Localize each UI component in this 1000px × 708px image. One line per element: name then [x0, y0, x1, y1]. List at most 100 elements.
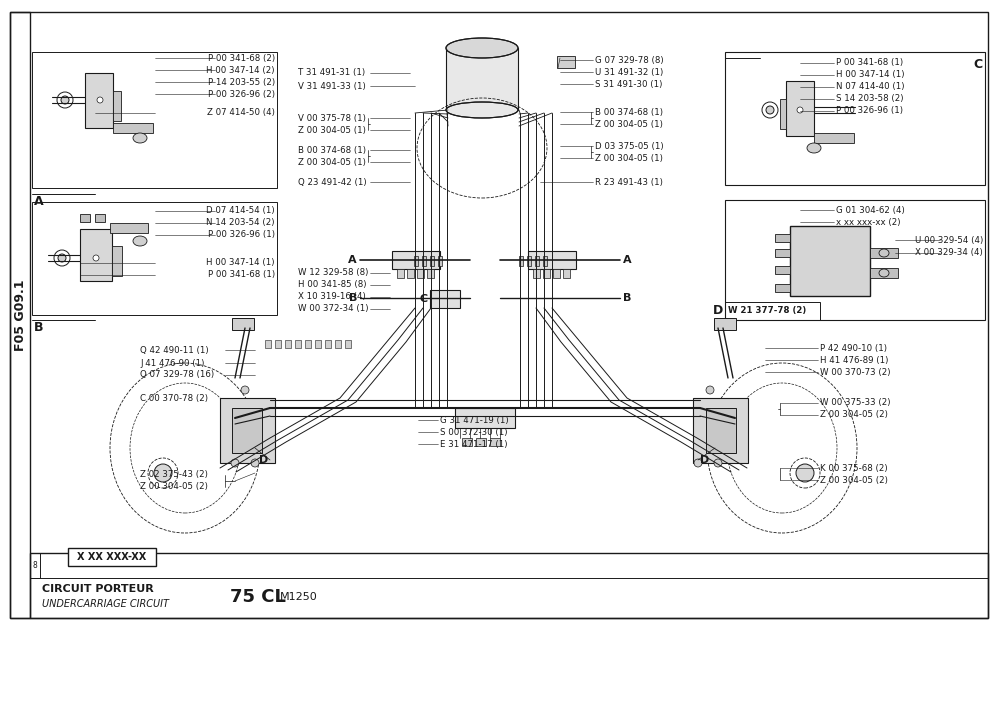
Text: D 07 414-54 (1): D 07 414-54 (1) — [206, 207, 275, 215]
Bar — [275, 340, 281, 348]
Text: W 21 377-78 (2): W 21 377-78 (2) — [728, 307, 806, 316]
Ellipse shape — [790, 458, 820, 488]
Text: C 00 370-78 (2): C 00 370-78 (2) — [140, 394, 208, 403]
Text: X XX XXX-XX: X XX XXX-XX — [77, 552, 147, 562]
Text: Z 00 304-05 (1): Z 00 304-05 (1) — [298, 157, 366, 166]
Bar — [305, 340, 311, 348]
Bar — [725, 200, 985, 320]
Text: W 00 372-34 (1): W 00 372-34 (1) — [298, 304, 368, 314]
Ellipse shape — [706, 386, 714, 394]
Bar — [870, 248, 898, 258]
Text: B 00 374-68 (1): B 00 374-68 (1) — [595, 108, 663, 117]
Ellipse shape — [61, 96, 69, 104]
Ellipse shape — [707, 363, 857, 533]
Text: G 07 329-78 (8): G 07 329-78 (8) — [595, 55, 664, 64]
Bar — [232, 408, 262, 453]
Text: Z 00 304-05 (2): Z 00 304-05 (2) — [140, 482, 208, 491]
Text: Z 00 304-05 (1): Z 00 304-05 (1) — [595, 154, 663, 163]
Bar — [430, 256, 434, 266]
Text: E 31 471-17 (1): E 31 471-17 (1) — [440, 440, 508, 448]
Text: N 14 203-54 (2): N 14 203-54 (2) — [207, 219, 275, 227]
Text: B: B — [349, 293, 357, 303]
Bar — [814, 133, 854, 143]
Ellipse shape — [714, 459, 722, 467]
Text: P 00 341-68 (1): P 00 341-68 (1) — [836, 59, 903, 67]
Bar — [430, 290, 460, 308]
Ellipse shape — [231, 459, 239, 467]
Text: H 00 347-14 (2): H 00 347-14 (2) — [207, 66, 275, 74]
Text: G 01 304-62 (4): G 01 304-62 (4) — [836, 205, 905, 215]
Bar — [533, 269, 540, 278]
Text: G 31 471-19 (1): G 31 471-19 (1) — [440, 416, 509, 425]
Text: U 31 491-32 (1): U 31 491-32 (1) — [595, 67, 663, 76]
Bar — [476, 438, 486, 446]
Text: Q 42 490-11 (1): Q 42 490-11 (1) — [140, 346, 209, 355]
Bar — [543, 269, 550, 278]
Ellipse shape — [727, 383, 837, 513]
Bar — [775, 234, 790, 242]
Text: D: D — [700, 455, 709, 465]
Text: X 00 329-34 (4): X 00 329-34 (4) — [915, 249, 983, 258]
Text: U 00 329-54 (4): U 00 329-54 (4) — [915, 236, 983, 244]
Text: T 31 491-31 (1): T 31 491-31 (1) — [298, 69, 365, 77]
Ellipse shape — [58, 254, 66, 262]
Bar — [110, 223, 148, 233]
Text: B 00 374-68 (1): B 00 374-68 (1) — [298, 146, 366, 154]
Text: 8: 8 — [33, 561, 37, 571]
Text: A: A — [623, 255, 632, 265]
Text: P 14 203-55 (2): P 14 203-55 (2) — [208, 77, 275, 86]
Text: S 31 491-30 (1): S 31 491-30 (1) — [595, 79, 662, 88]
Text: W 00 370-73 (2): W 00 370-73 (2) — [820, 367, 891, 377]
Bar — [80, 214, 90, 222]
Text: D 03 375-05 (1): D 03 375-05 (1) — [595, 142, 664, 151]
Bar — [325, 340, 331, 348]
Bar — [32, 202, 277, 315]
Bar — [285, 340, 291, 348]
Bar — [68, 548, 156, 566]
Bar — [775, 249, 790, 257]
Text: K 00 375-68 (2): K 00 375-68 (2) — [820, 464, 888, 472]
Ellipse shape — [133, 133, 147, 143]
Ellipse shape — [57, 92, 73, 108]
Bar — [10, 12, 988, 618]
Text: P 00 326-96 (1): P 00 326-96 (1) — [836, 106, 903, 115]
Text: Q 07 329-78 (16): Q 07 329-78 (16) — [140, 370, 214, 379]
Bar — [527, 256, 531, 266]
Bar — [775, 266, 790, 274]
Bar — [265, 340, 271, 348]
Bar — [397, 269, 404, 278]
Bar — [557, 56, 575, 68]
Ellipse shape — [807, 143, 821, 153]
Bar — [407, 269, 414, 278]
Bar — [392, 251, 440, 269]
Ellipse shape — [130, 383, 240, 513]
Text: S 00 372-30 (1): S 00 372-30 (1) — [440, 428, 508, 437]
Ellipse shape — [879, 269, 889, 277]
Text: Q 23 491-42 (1): Q 23 491-42 (1) — [298, 178, 367, 186]
Text: Z 07 414-50 (4): Z 07 414-50 (4) — [207, 108, 275, 118]
Ellipse shape — [148, 458, 178, 488]
Bar — [95, 214, 105, 222]
Text: V 00 375-78 (1): V 00 375-78 (1) — [298, 113, 366, 122]
Text: P 00 341-68 (1): P 00 341-68 (1) — [208, 270, 275, 280]
Bar — [563, 269, 570, 278]
Text: W 00 375-33 (2): W 00 375-33 (2) — [820, 399, 891, 408]
Text: C: C — [420, 294, 428, 304]
Bar — [427, 269, 434, 278]
Bar — [30, 553, 988, 618]
Bar — [462, 438, 472, 446]
Ellipse shape — [766, 106, 774, 114]
Text: F05 G09.1: F05 G09.1 — [13, 279, 26, 350]
Ellipse shape — [110, 363, 260, 533]
Bar — [706, 408, 736, 453]
Text: H 00 341-85 (8): H 00 341-85 (8) — [298, 280, 366, 290]
Bar — [232, 318, 254, 330]
Bar — [220, 398, 275, 463]
Bar — [112, 246, 122, 276]
Bar — [725, 52, 985, 185]
Bar — [446, 48, 518, 110]
Bar — [32, 52, 277, 188]
Text: Z 00 304-05 (1): Z 00 304-05 (1) — [595, 120, 663, 128]
Bar — [519, 256, 523, 266]
Bar — [438, 256, 442, 266]
